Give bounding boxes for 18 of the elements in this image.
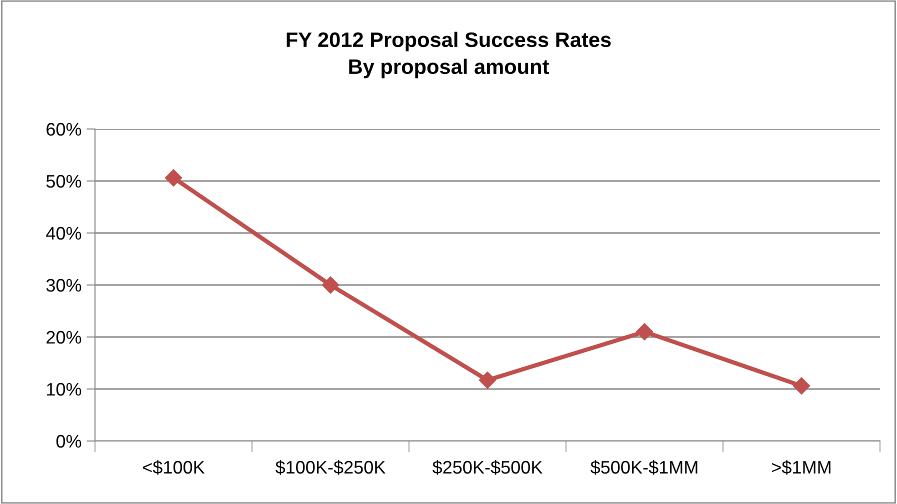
- point: [792, 377, 810, 394]
- y-tick-label: 0%: [56, 434, 82, 448]
- y-tick-label: 50%: [46, 174, 82, 188]
- y-tick-label: 30%: [46, 278, 82, 292]
- y-tick-label: 10%: [47, 382, 82, 396]
- x-tick-label: $100K-$250K: [275, 460, 386, 475]
- point: [322, 276, 340, 294]
- y-tick-label: 60%: [46, 122, 82, 136]
- x-tick-label: $500K-$1MM: [590, 460, 698, 475]
- point: [478, 372, 496, 389]
- chart-title: FY 2012 Proposal Success Rates By proposal amount: [286, 32, 611, 78]
- x-tick-label: $250K-$500K: [432, 460, 543, 475]
- x-tick-label: <$100K: [143, 460, 205, 475]
- point: [164, 169, 182, 186]
- point: [636, 323, 654, 340]
- x-tick-label: >$1MM: [772, 460, 830, 475]
- y-tick-label: 40%: [46, 226, 82, 240]
- y-tick-label: 20%: [46, 330, 82, 344]
